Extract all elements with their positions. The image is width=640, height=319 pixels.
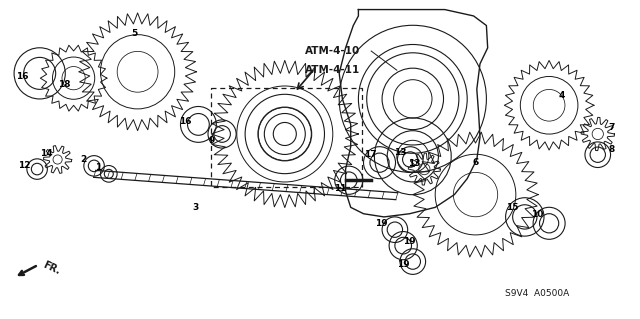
Text: 11: 11 [334,184,347,193]
Text: 8: 8 [608,145,614,154]
Text: 18: 18 [58,80,70,89]
Text: 7: 7 [608,123,614,132]
Text: 2: 2 [80,155,86,164]
Text: 4: 4 [558,91,564,100]
Text: 19: 19 [375,219,388,228]
Text: 13: 13 [408,159,421,168]
Text: 1: 1 [95,163,101,172]
Bar [211,88,362,187]
Text: ATM-4-10: ATM-4-10 [305,46,360,56]
Text: 13: 13 [394,148,406,157]
Text: 15: 15 [506,204,518,212]
Text: ATM-4-11: ATM-4-11 [305,65,360,75]
Text: 16: 16 [16,72,29,81]
Text: 14: 14 [40,149,52,158]
Text: 19: 19 [397,260,410,269]
Text: S9V4  A0500A: S9V4 A0500A [506,289,570,298]
Text: 6: 6 [472,158,479,167]
Text: 17: 17 [364,150,376,159]
Text: 9: 9 [208,136,214,145]
Text: 19: 19 [403,237,416,246]
Text: 3: 3 [192,203,198,212]
Text: 12: 12 [18,161,31,170]
Text: 10: 10 [531,210,544,219]
Text: 5: 5 [131,29,138,38]
Text: 16: 16 [179,117,192,126]
Text: FR.: FR. [42,260,62,276]
